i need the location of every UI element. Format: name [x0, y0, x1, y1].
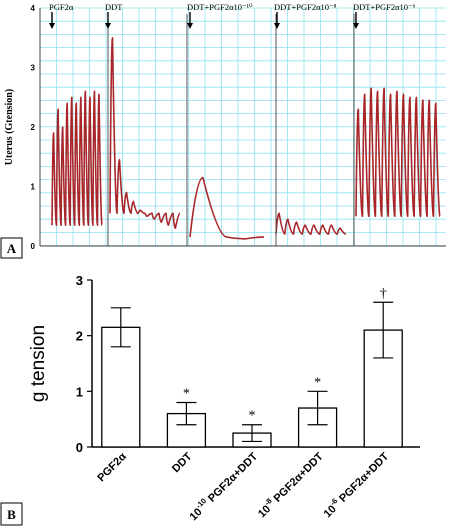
category-exponent: -6 — [328, 496, 339, 507]
category-label: 10-6 PGF2α+DDT — [320, 448, 392, 520]
y-axis-label: Uterus (Gtension) — [4, 89, 15, 165]
y-tick-label: 3 — [76, 273, 83, 288]
tension-bar-panel: 0 1 2 3 g tension PGF2α * DDT * 10-10 PGF2α+DDT * 1… — [0, 262, 450, 529]
arrow-head — [353, 23, 359, 29]
panel-label: B — [7, 507, 16, 522]
category-name: PGF2α+DDT — [204, 450, 260, 506]
segment-label: DDT+PGF2α10⁻⁶ — [353, 2, 416, 12]
category-name: PGF2α+DDT — [335, 450, 391, 506]
trace-segment — [109, 37, 181, 229]
y-tick-label: 2 — [31, 123, 36, 132]
arrow-head — [187, 23, 193, 29]
category-label: 10-8 PGF2α+DDT — [254, 448, 326, 520]
significance-mark: * — [183, 386, 190, 401]
category-prefix: 10 — [322, 503, 339, 520]
y-tick-label: 2 — [76, 329, 83, 344]
traces — [51, 37, 441, 240]
y-tick-label: 1 — [76, 384, 83, 399]
category-name: PGF2α — [95, 450, 129, 484]
category-prefix: 10 — [188, 506, 205, 523]
y-tick-label: 0 — [31, 242, 36, 251]
segment-label: DDT — [105, 2, 123, 12]
segment-label: DDT+PGF2α10⁻⁸ — [274, 2, 337, 12]
arrow-head — [49, 23, 55, 29]
category-name: DDT — [170, 450, 195, 475]
tension-trace-panel: 0 1 2 3 4 Uterus (Gtension) PGF2α DDT DDT+PGF2α1… — [0, 0, 450, 262]
significance-mark: * — [314, 375, 321, 390]
trace-segment — [275, 212, 347, 235]
y-axis-label: g tension — [28, 325, 49, 402]
significance-mark: * — [249, 409, 256, 424]
trace-segment — [355, 87, 441, 218]
category-name: PGF2α+DDT — [269, 450, 325, 506]
trace-segment — [51, 90, 103, 226]
tension-trace-chart: 0 1 2 3 4 Uterus (Gtension) PGF2α DDT DDT+PGF2α1… — [0, 2, 446, 259]
category-label: PGF2α — [95, 450, 129, 484]
y-tick-label: 1 — [31, 183, 36, 192]
category-label: 10-10 PGF2α+DDT — [185, 448, 260, 523]
category-label: DDT — [170, 450, 195, 475]
arrow-head — [274, 23, 280, 29]
trace-segment — [189, 176, 265, 240]
tension-bar-chart: 0 1 2 3 g tension PGF2α * DDT * 10-10 PGF2α+DDT * 1… — [0, 273, 420, 526]
segment-label: PGF2α — [49, 2, 74, 12]
arrow-head — [105, 23, 111, 29]
y-tick-label: 0 — [76, 440, 83, 455]
panel-label-box — [0, 237, 23, 259]
category-exponent: -8 — [263, 496, 274, 507]
segment-label: DDT+PGF2α10⁻¹⁰ — [187, 2, 253, 12]
panel-label: A — [7, 241, 17, 256]
y-tick-label: 4 — [31, 4, 36, 13]
panel-label-box — [0, 502, 23, 526]
category-prefix: 10 — [256, 503, 273, 520]
y-tick-label: 3 — [31, 64, 36, 73]
significance-mark: † — [380, 286, 387, 301]
